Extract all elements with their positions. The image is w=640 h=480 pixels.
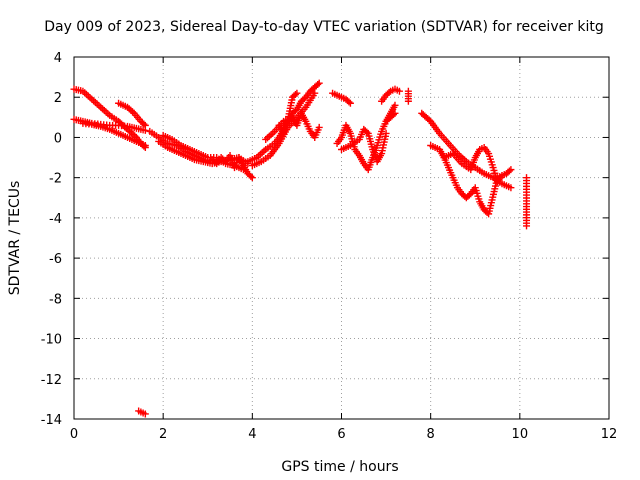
series-segment-j <box>262 109 323 143</box>
y-tick-label: 0 <box>54 131 62 146</box>
data-point <box>523 222 531 230</box>
y-tick-label: -10 <box>41 333 62 348</box>
chart-grid <box>74 57 609 419</box>
data-point <box>247 172 255 180</box>
data-point <box>293 89 301 97</box>
data-point <box>507 184 515 192</box>
series-segment-t <box>440 144 506 186</box>
chart-title: Day 009 of 2023, Sidereal Day-to-day VTE… <box>44 19 604 35</box>
data-point <box>391 101 399 109</box>
data-point <box>505 167 513 175</box>
x-axis-tick-labels: 0 2 4 6 8 10 12 <box>70 427 617 442</box>
data-point <box>363 128 371 136</box>
data-point <box>291 91 299 99</box>
axis-ticks <box>73 56 610 420</box>
y-tick-label: -2 <box>49 172 62 187</box>
x-axis-label: GPS time / hours <box>281 459 398 475</box>
y-tick-label: 4 <box>54 51 62 66</box>
data-point <box>382 129 390 137</box>
data-point <box>395 87 403 95</box>
x-tick-label: 4 <box>248 427 256 442</box>
x-tick-label: 2 <box>159 427 167 442</box>
y-tick-label: -14 <box>41 413 62 428</box>
data-point <box>239 166 247 174</box>
data-point <box>404 97 412 105</box>
x-tick-label: 6 <box>337 427 345 442</box>
data-point <box>315 79 323 87</box>
series-segment-d <box>115 99 149 129</box>
series-segment-g <box>159 131 247 174</box>
y-tick-label: 2 <box>54 91 62 106</box>
series-segment-u <box>523 174 531 230</box>
data-point <box>391 109 399 117</box>
data-point <box>311 89 319 97</box>
data-points <box>70 79 531 418</box>
x-tick-label: 12 <box>601 427 618 442</box>
y-tick-label: -12 <box>41 373 62 388</box>
series-segment-f <box>155 137 252 168</box>
data-point <box>248 174 256 182</box>
data-point <box>346 99 354 107</box>
series-segment-q <box>404 87 412 105</box>
series-segment-v <box>135 407 149 418</box>
y-axis-label: SDTVAR / TECUs <box>7 181 23 296</box>
data-point <box>141 141 149 149</box>
series-segment-k <box>275 89 301 137</box>
y-tick-label: -8 <box>49 292 62 307</box>
data-point <box>140 120 148 128</box>
data-point <box>315 123 323 131</box>
data-point <box>141 121 149 129</box>
series-segment-p <box>382 109 399 125</box>
x-tick-label: 10 <box>512 427 529 442</box>
data-point <box>498 172 506 180</box>
data-point <box>314 80 322 88</box>
x-tick-label: 0 <box>70 427 78 442</box>
x-tick-label: 8 <box>427 427 435 442</box>
data-point <box>507 166 515 174</box>
data-point <box>390 111 398 119</box>
data-point <box>345 98 353 106</box>
series-segment-l <box>329 89 354 107</box>
data-point <box>385 89 393 97</box>
series-segment-c <box>79 119 149 149</box>
series-segment-o <box>378 85 403 105</box>
y-tick-label: -6 <box>49 252 62 267</box>
data-point <box>141 410 149 418</box>
series-segment-n <box>338 125 390 166</box>
y-axis-tick-labels: 4 2 0 -2 -4 -6 -8 -10 -12 -14 <box>41 51 62 428</box>
y-tick-label: -4 <box>49 212 62 227</box>
